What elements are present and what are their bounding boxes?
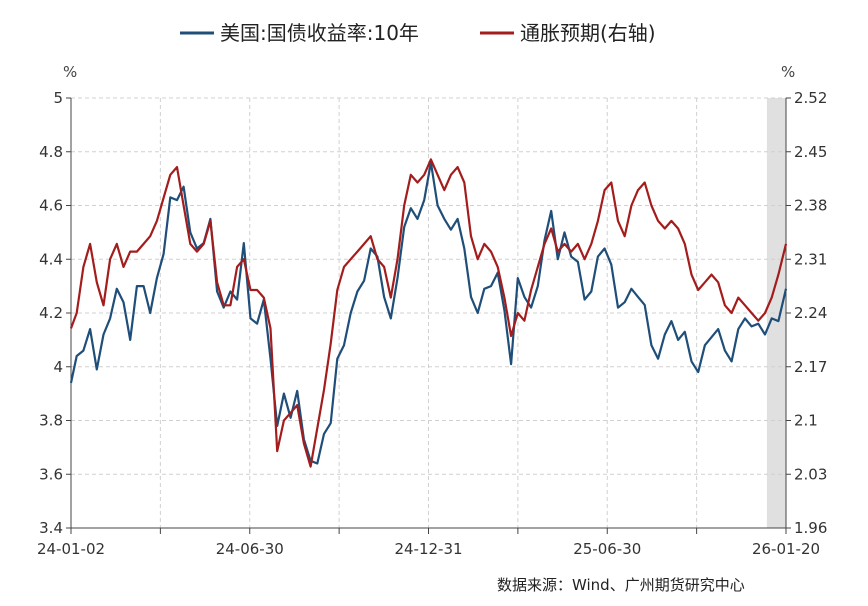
left-tick-label: 3.6 bbox=[39, 465, 63, 483]
right-tick-label: 2.17 bbox=[794, 358, 827, 376]
right-axis-unit: % bbox=[781, 63, 795, 81]
left-tick-label: 3.4 bbox=[39, 519, 63, 537]
series-layer bbox=[69, 158, 788, 468]
right-tick-label: 2.45 bbox=[794, 143, 827, 161]
source-note: 数据来源：Wind、广州期货研究中心 bbox=[497, 576, 745, 594]
x-tick-label: 24-12-31 bbox=[394, 540, 462, 558]
x-tick-label: 24-01-02 bbox=[37, 540, 105, 558]
shaded-region bbox=[766, 98, 786, 528]
left-tick-label: 4.6 bbox=[39, 197, 63, 215]
right-tick-label: 1.96 bbox=[794, 519, 827, 537]
left-tick-label: 4 bbox=[53, 358, 63, 376]
left-tick-label: 5 bbox=[53, 89, 63, 107]
left-tick-label: 4.2 bbox=[39, 304, 63, 322]
left-tick-label: 3.8 bbox=[39, 412, 63, 430]
right-tick-label: 2.1 bbox=[794, 412, 818, 430]
right-tick-label: 2.03 bbox=[794, 465, 827, 483]
left-axis-ticks: 5 4.8 4.6 4.4 4.2 4 3.8 3.6 3.4 bbox=[39, 89, 71, 537]
legend-label-treasury: 美国:国债收益率:10年 bbox=[220, 21, 419, 45]
grid bbox=[71, 97, 786, 528]
left-axis-unit: % bbox=[63, 63, 77, 81]
right-tick-label: 2.24 bbox=[794, 304, 827, 322]
legend-label-inflation: 通胀预期(右轴) bbox=[520, 21, 656, 45]
right-axis-ticks: 2.52 2.45 2.38 2.31 2.24 2.17 2.1 2.03 1.96 bbox=[786, 89, 827, 537]
legend: 美国:国债收益率:10年 通胀预期(右轴) bbox=[180, 21, 656, 45]
right-tick-label: 2.52 bbox=[794, 89, 827, 107]
right-tick-label: 2.31 bbox=[794, 250, 827, 268]
x-axis-ticks: 24-01-02 24-06-30 24-12-31 25-06-30 26-01-20 bbox=[37, 528, 820, 558]
x-tick-label: 24-06-30 bbox=[216, 540, 284, 558]
series-line-treasury bbox=[69, 161, 788, 465]
left-tick-label: 4.8 bbox=[39, 143, 63, 161]
right-tick-label: 2.38 bbox=[794, 197, 827, 215]
x-tick-label: 26-01-20 bbox=[752, 540, 820, 558]
left-tick-label: 4.4 bbox=[39, 250, 63, 268]
series-line-inflation bbox=[69, 158, 788, 468]
x-tick-label: 25-06-30 bbox=[573, 540, 641, 558]
